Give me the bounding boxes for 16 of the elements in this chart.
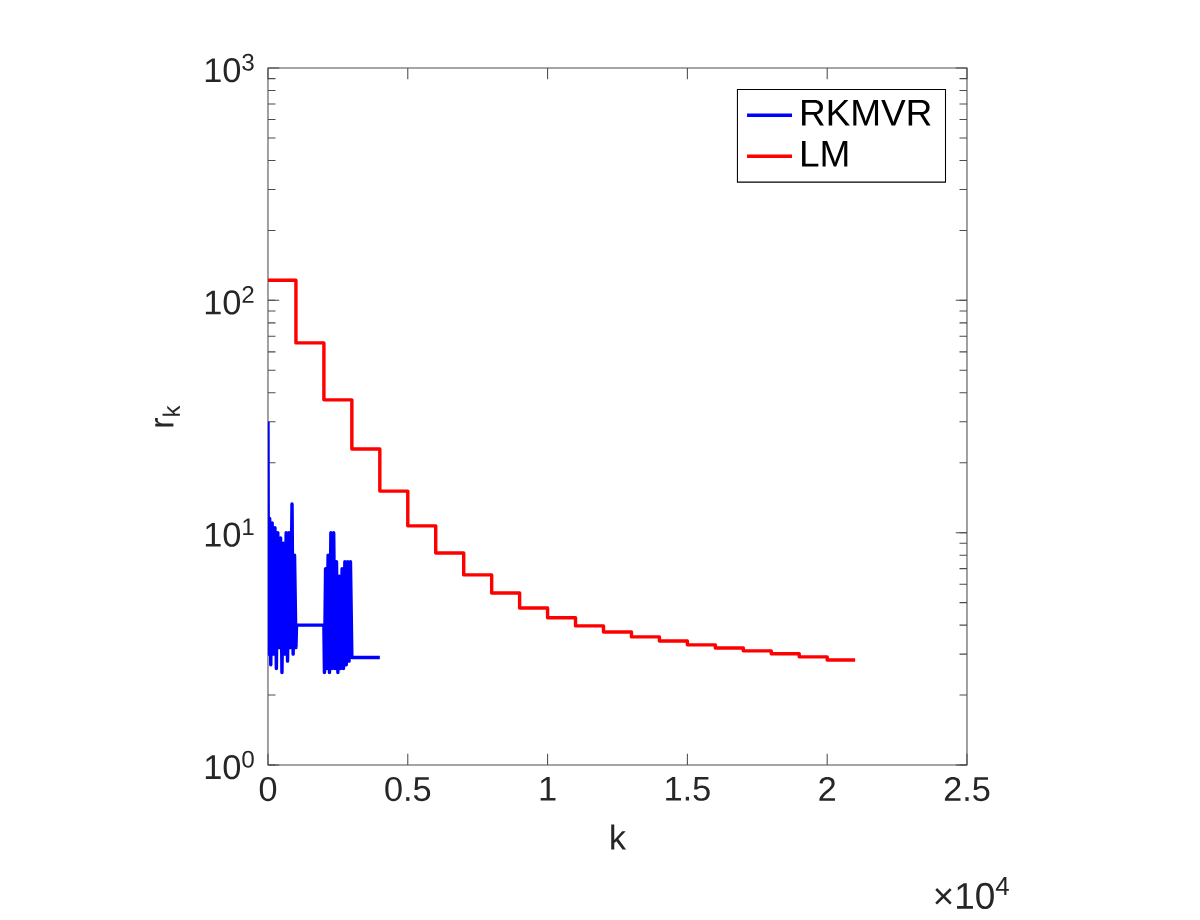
y-axis-title: r$_{k}$ (154, 405, 180, 427)
legend-label: LM (802, 140, 848, 167)
y-tick-label: 10$^{1}$ (205, 518, 254, 547)
x-tick-label: 2.5 (944, 776, 990, 801)
x-tick-label: 1 (540, 776, 556, 801)
x-tick-label: 0.5 (385, 776, 431, 801)
text: ×10$^{4}$ (935, 876, 1009, 909)
x-tick-label: 2 (819, 776, 835, 801)
x-axis-title: k (611, 824, 627, 850)
x-tick-label: 0 (259, 776, 277, 801)
legend-label: RKMVR (802, 99, 931, 126)
line-series (267, 419, 382, 675)
y-tick-label: 10$^{2}$ (205, 285, 254, 315)
y-tick-label: 10$^{3}$ (205, 53, 254, 83)
x-tick-label: 1.5 (666, 776, 710, 801)
y-tick-label: 10$^{0}$ (205, 750, 254, 780)
